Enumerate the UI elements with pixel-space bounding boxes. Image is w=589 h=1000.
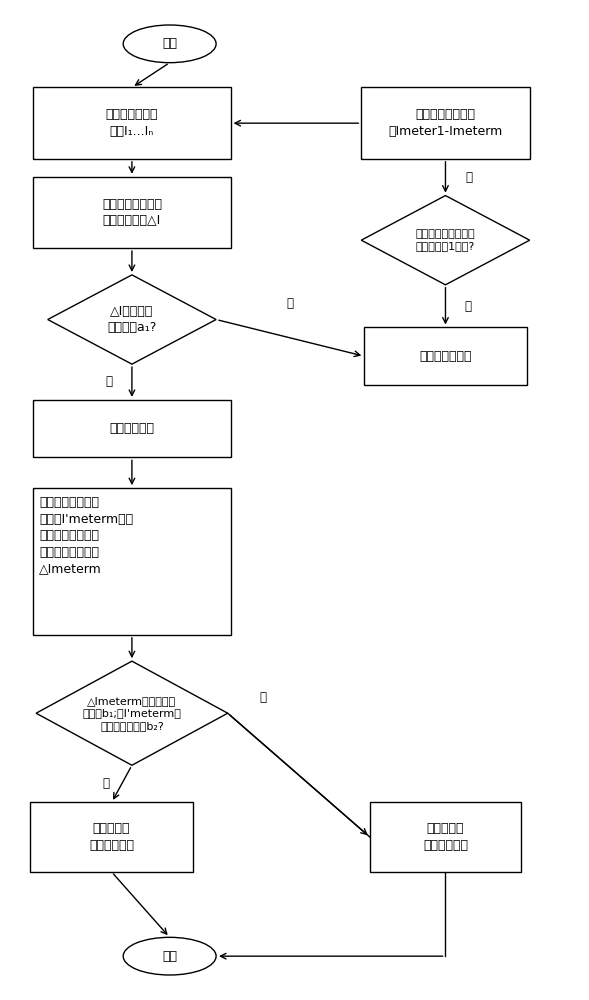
Text: 发生短路事件: 发生短路事件 [110, 422, 154, 435]
Text: 否: 否 [287, 297, 294, 310]
Ellipse shape [123, 25, 216, 63]
Text: 否: 否 [464, 300, 471, 313]
Bar [364, 327, 527, 385]
Bar [370, 802, 521, 872]
Ellipse shape [123, 937, 216, 975]
Text: 该电表用户
发生短路跳闸: 该电表用户 发生短路跳闸 [89, 822, 134, 852]
Text: 是: 是 [102, 777, 110, 790]
Text: 未发生短路事件: 未发生短路事件 [419, 350, 472, 363]
Bar [33, 177, 231, 248]
Text: 是: 是 [465, 171, 472, 184]
Text: 开始: 开始 [162, 37, 177, 50]
Text: 否: 否 [259, 691, 266, 704]
Text: △Imeterm是否属于特
定区间b₁;且I'meterm是
否属于特定区间b₂?: △Imeterm是否属于特 定区间b₁;且I'meterm是 否属于特定区间b₂… [82, 696, 181, 731]
Bar [361, 87, 530, 159]
Text: 是: 是 [105, 375, 112, 388]
Text: 计算相邻采样电流
点间的突变值△I: 计算相邻采样电流 点间的突变值△I [102, 198, 162, 227]
Polygon shape [48, 275, 216, 364]
Text: 读取各电表当前电
流数据I'meterm并计
算与上一次所采集
电流数据的变化值
△Imeterm: 读取各电表当前电 流数据I'meterm并计 算与上一次所采集 电流数据的变化值… [39, 496, 133, 575]
Text: 采集各电表电流数
据Imeter1-Imeterm: 采集各电表电流数 据Imeter1-Imeterm [388, 108, 502, 138]
Bar [33, 488, 231, 635]
Text: 表箱内某户
发生短路跳闸: 表箱内某户 发生短路跳闸 [423, 822, 468, 852]
Bar [30, 802, 193, 872]
Text: 采集表箱总进线
电流I₁...Iₙ: 采集表箱总进线 电流I₁...Iₙ [105, 108, 158, 138]
Polygon shape [361, 196, 530, 285]
Bar [33, 87, 231, 159]
Text: 上次读取电表数据距
时是否大于1分钟?: 上次读取电表数据距 时是否大于1分钟? [416, 229, 475, 251]
Bar [33, 400, 231, 457]
Text: 结束: 结束 [162, 950, 177, 963]
Polygon shape [36, 661, 228, 765]
Text: △I是否属于
特定区间a₁?: △I是否属于 特定区间a₁? [107, 305, 157, 334]
